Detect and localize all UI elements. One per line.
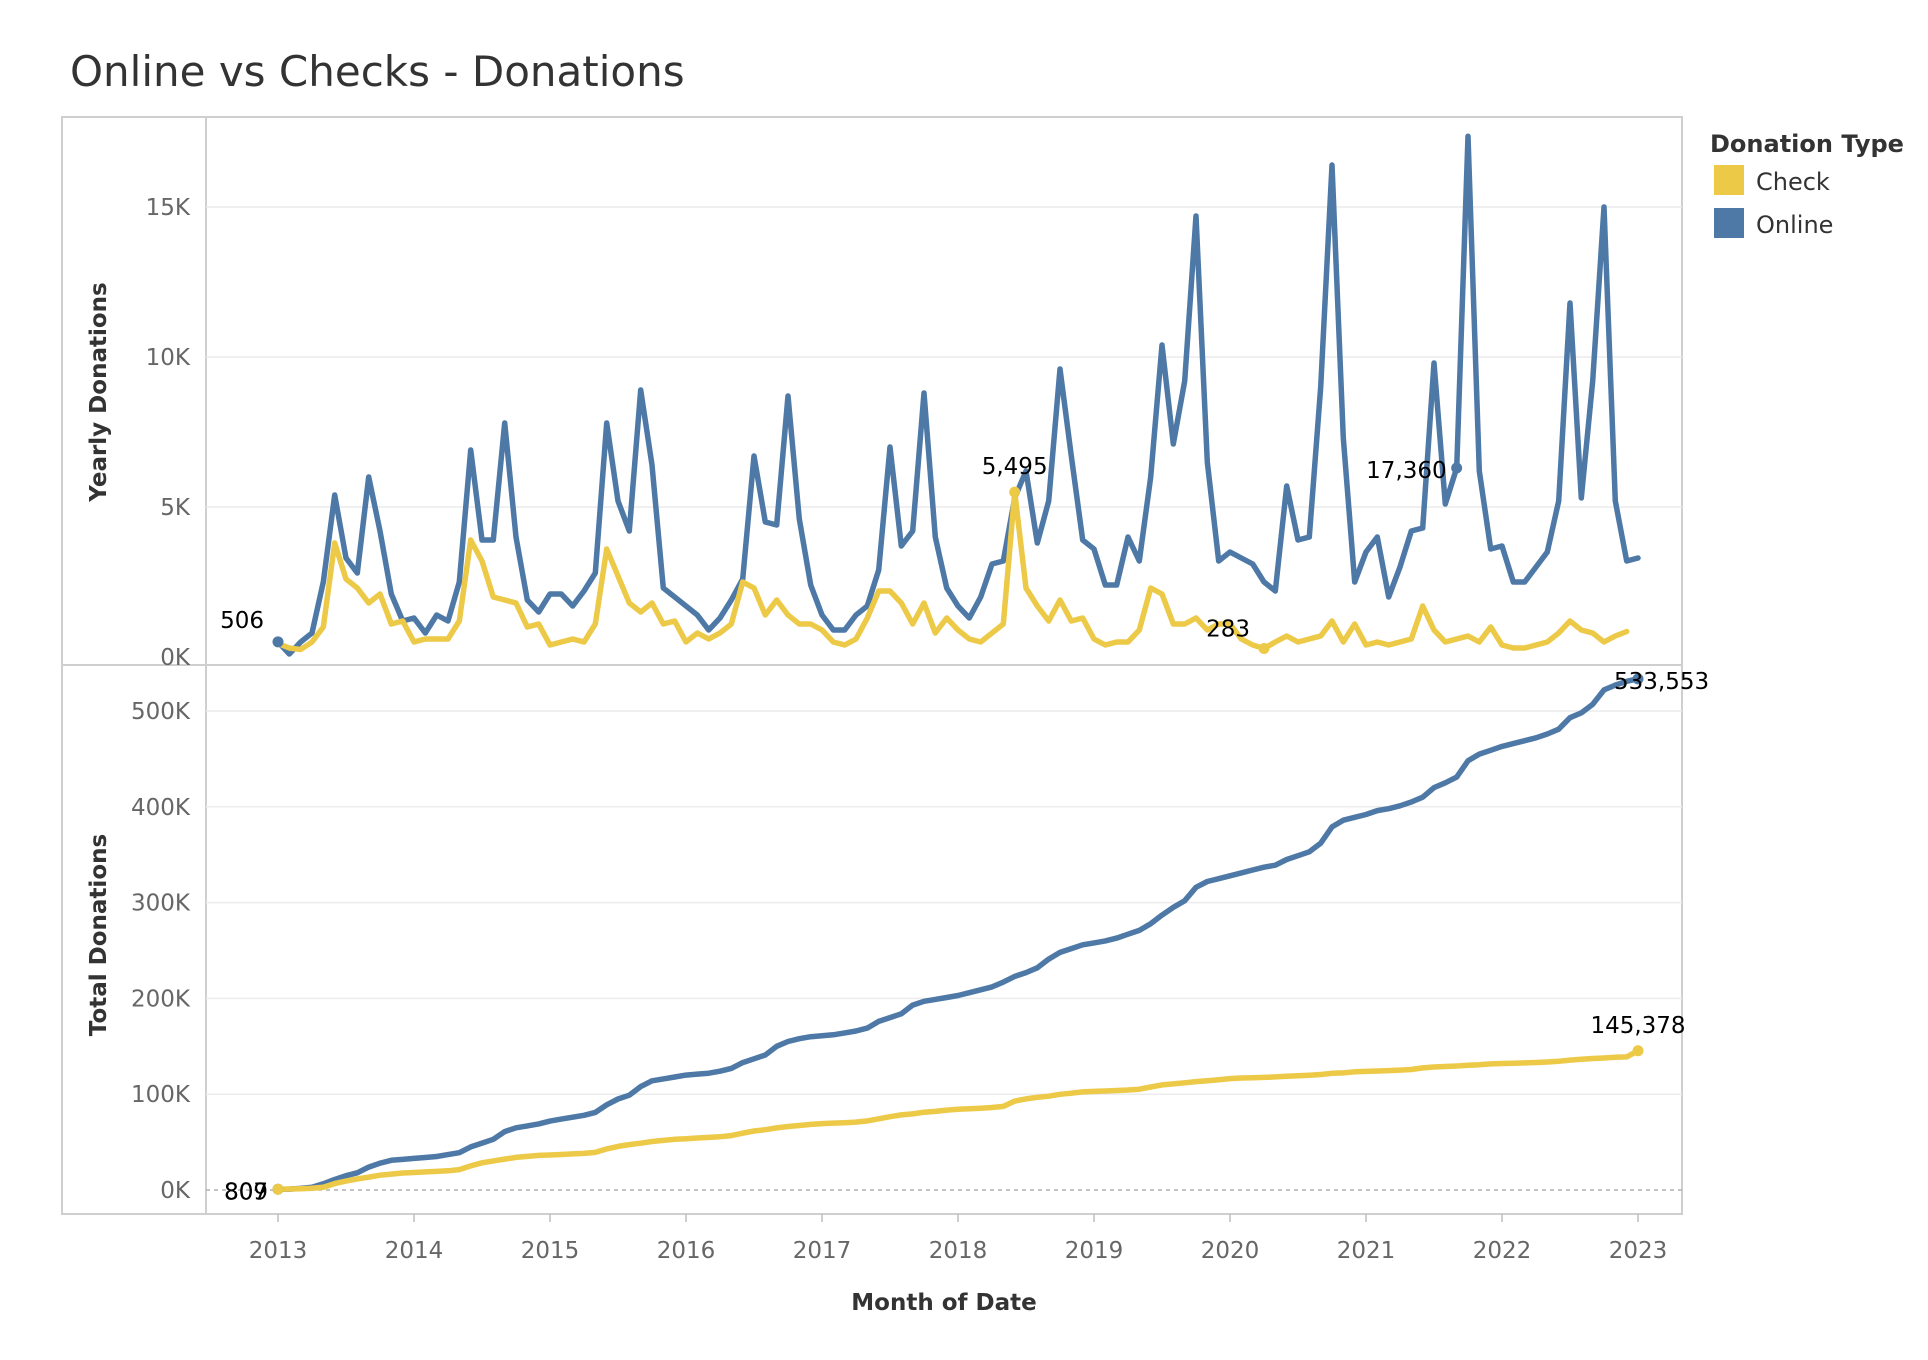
marker-top-online[interactable] (272, 636, 284, 648)
x-tick-label: 2018 (929, 1238, 988, 1264)
x-tick-label: 2014 (385, 1238, 444, 1264)
legend-swatch-online[interactable] (1714, 208, 1744, 238)
y-tick-label-bottom: 200K (131, 986, 191, 1012)
x-tick-label: 2019 (1065, 1238, 1124, 1264)
data-label: 809 (224, 1179, 268, 1205)
y-tick-label-bottom: 500K (131, 699, 191, 725)
data-markers (272, 462, 1644, 1195)
y-ticks-bottom: 0K 100K 200K 300K 400K 500K (131, 699, 191, 1204)
y-tick-label-bottom: 100K (131, 1082, 191, 1108)
marker-top-check[interactable] (1258, 643, 1270, 655)
legend: Donation Type Check Online (1710, 130, 1904, 239)
y-tick-label-top: 15K (146, 195, 191, 221)
legend-label-check[interactable]: Check (1756, 168, 1830, 196)
y-tick-label-bottom: 300K (131, 891, 191, 917)
line-top-online[interactable] (275, 133, 1641, 657)
y-axis-title-top: Yearly Donations (86, 282, 112, 502)
x-ticks: 2013 2014 2015 2016 2017 2018 2019 2020 2021 2022… (249, 1214, 1668, 1264)
marker-bottom-check[interactable] (1632, 1045, 1644, 1057)
x-tick-label: 2015 (521, 1238, 580, 1264)
x-tick-label: 2022 (1473, 1238, 1532, 1264)
marker-bottom-online[interactable] (1632, 673, 1644, 685)
chart-title: Online vs Checks - Donations (70, 47, 685, 96)
line-top-check[interactable] (275, 489, 1630, 653)
series-lines (275, 133, 1641, 1193)
marker-top-check[interactable] (1009, 486, 1021, 498)
x-tick-label: 2023 (1609, 1238, 1668, 1264)
y-tick-label-bottom: 400K (131, 795, 191, 821)
legend-swatch-check[interactable] (1714, 165, 1744, 195)
data-label: 283 (1206, 617, 1250, 643)
data-label: 506 (220, 608, 264, 634)
y-tick-label-bottom: 0K (160, 1178, 191, 1204)
legend-label-online[interactable]: Online (1756, 211, 1833, 239)
x-axis-title: Month of Date (851, 1290, 1036, 1316)
data-label: 5,495 (982, 454, 1048, 480)
y-axis-title-bottom: Total Donations (86, 834, 112, 1036)
legend-title: Donation Type (1710, 130, 1904, 158)
x-tick-label: 2020 (1201, 1238, 1260, 1264)
x-tick-label: 2021 (1337, 1238, 1396, 1264)
marker-top-online[interactable] (1451, 462, 1463, 474)
data-label: 533,553 (1614, 669, 1709, 695)
x-tick-label: 2013 (249, 1238, 308, 1264)
line-bottom-check[interactable] (275, 1048, 1641, 1193)
y-ticks-top: 0K 5K 10K 15K (146, 195, 191, 671)
y-tick-label-top: 5K (160, 495, 191, 521)
line-bottom-online[interactable] (275, 676, 1641, 1193)
data-label: 807 (224, 1179, 268, 1205)
x-tick-label: 2017 (793, 1238, 852, 1264)
grid-top (206, 206, 1682, 508)
y-tick-label-top: 0K (160, 645, 191, 671)
data-label: 145,378 (1590, 1013, 1685, 1039)
x-tick-label: 2016 (657, 1238, 716, 1264)
y-tick-label-top: 10K (146, 345, 191, 371)
data-label: 17,360 (1366, 458, 1446, 484)
marker-bottom-check[interactable] (272, 1183, 284, 1195)
